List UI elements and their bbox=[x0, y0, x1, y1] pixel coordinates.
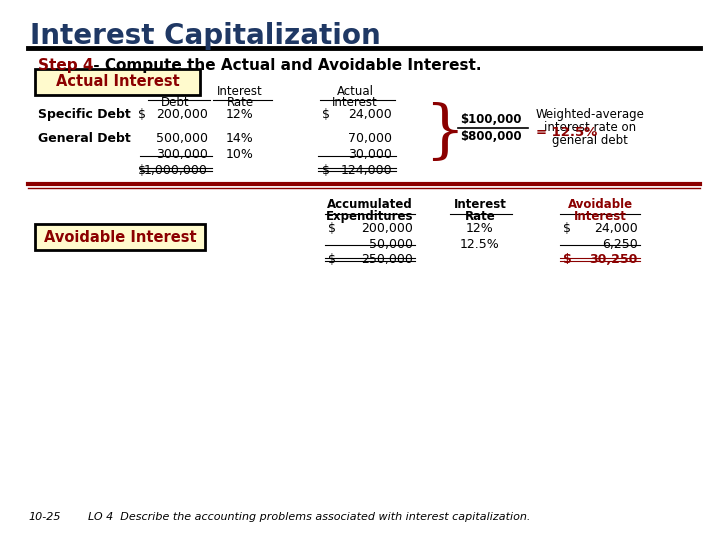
Text: Debt: Debt bbox=[161, 96, 189, 109]
Text: $800,000: $800,000 bbox=[460, 130, 521, 143]
Text: Weighted-average: Weighted-average bbox=[536, 108, 644, 121]
Text: Specific Debt: Specific Debt bbox=[38, 108, 131, 121]
Text: general debt: general debt bbox=[552, 134, 628, 147]
Text: Actual Interest: Actual Interest bbox=[55, 75, 179, 90]
Text: $: $ bbox=[328, 222, 336, 235]
Text: 10-25: 10-25 bbox=[28, 512, 60, 522]
Text: interest rate on: interest rate on bbox=[544, 121, 636, 134]
Text: 70,000: 70,000 bbox=[348, 132, 392, 145]
Text: = 12.5%: = 12.5% bbox=[536, 125, 598, 138]
Text: 500,000: 500,000 bbox=[156, 132, 208, 145]
Text: Avoidable Interest: Avoidable Interest bbox=[44, 230, 197, 245]
Text: 1,000,000: 1,000,000 bbox=[144, 164, 208, 177]
Text: 124,000: 124,000 bbox=[341, 164, 392, 177]
Text: Interest: Interest bbox=[332, 96, 378, 109]
Text: 24,000: 24,000 bbox=[348, 108, 392, 121]
Text: $: $ bbox=[563, 222, 571, 235]
Text: Rate: Rate bbox=[464, 210, 495, 223]
FancyBboxPatch shape bbox=[35, 224, 205, 250]
Text: 200,000: 200,000 bbox=[156, 108, 208, 121]
Text: 30,000: 30,000 bbox=[348, 148, 392, 161]
Text: Interest: Interest bbox=[454, 198, 506, 211]
Text: 200,000: 200,000 bbox=[361, 222, 413, 235]
Text: General Debt: General Debt bbox=[38, 132, 131, 145]
Text: 50,000: 50,000 bbox=[369, 238, 413, 251]
FancyBboxPatch shape bbox=[35, 69, 200, 95]
Text: $: $ bbox=[322, 108, 330, 121]
Text: Interest: Interest bbox=[574, 210, 626, 223]
Text: LO 4  Describe the accounting problems associated with interest capitalization.: LO 4 Describe the accounting problems as… bbox=[88, 512, 531, 522]
Text: 250,000: 250,000 bbox=[361, 253, 413, 266]
Text: $100,000: $100,000 bbox=[460, 113, 521, 126]
Text: Actual: Actual bbox=[336, 85, 374, 98]
Text: $: $ bbox=[322, 164, 330, 177]
Text: 10%: 10% bbox=[226, 148, 254, 161]
Text: Expenditures: Expenditures bbox=[326, 210, 414, 223]
Text: 12.5%: 12.5% bbox=[460, 238, 500, 251]
Text: Avoidable: Avoidable bbox=[567, 198, 633, 211]
Text: }: } bbox=[424, 103, 464, 164]
Text: 6,250: 6,250 bbox=[602, 238, 638, 251]
Text: 24,000: 24,000 bbox=[594, 222, 638, 235]
Text: $: $ bbox=[138, 164, 146, 177]
Text: 300,000: 300,000 bbox=[156, 148, 208, 161]
Text: Step 4: Step 4 bbox=[38, 58, 94, 73]
Text: Rate: Rate bbox=[226, 96, 253, 109]
Text: 30,250: 30,250 bbox=[590, 253, 638, 266]
Text: 12%: 12% bbox=[226, 108, 254, 121]
Text: 12%: 12% bbox=[466, 222, 494, 235]
Text: - Compute the Actual and Avoidable Interest.: - Compute the Actual and Avoidable Inter… bbox=[88, 58, 482, 73]
Text: 14%: 14% bbox=[226, 132, 254, 145]
Text: $: $ bbox=[563, 253, 572, 266]
Text: Interest Capitalization: Interest Capitalization bbox=[30, 22, 381, 50]
Text: Interest: Interest bbox=[217, 85, 263, 98]
Text: $: $ bbox=[138, 108, 146, 121]
Text: Accumulated: Accumulated bbox=[327, 198, 413, 211]
Text: $: $ bbox=[328, 253, 336, 266]
